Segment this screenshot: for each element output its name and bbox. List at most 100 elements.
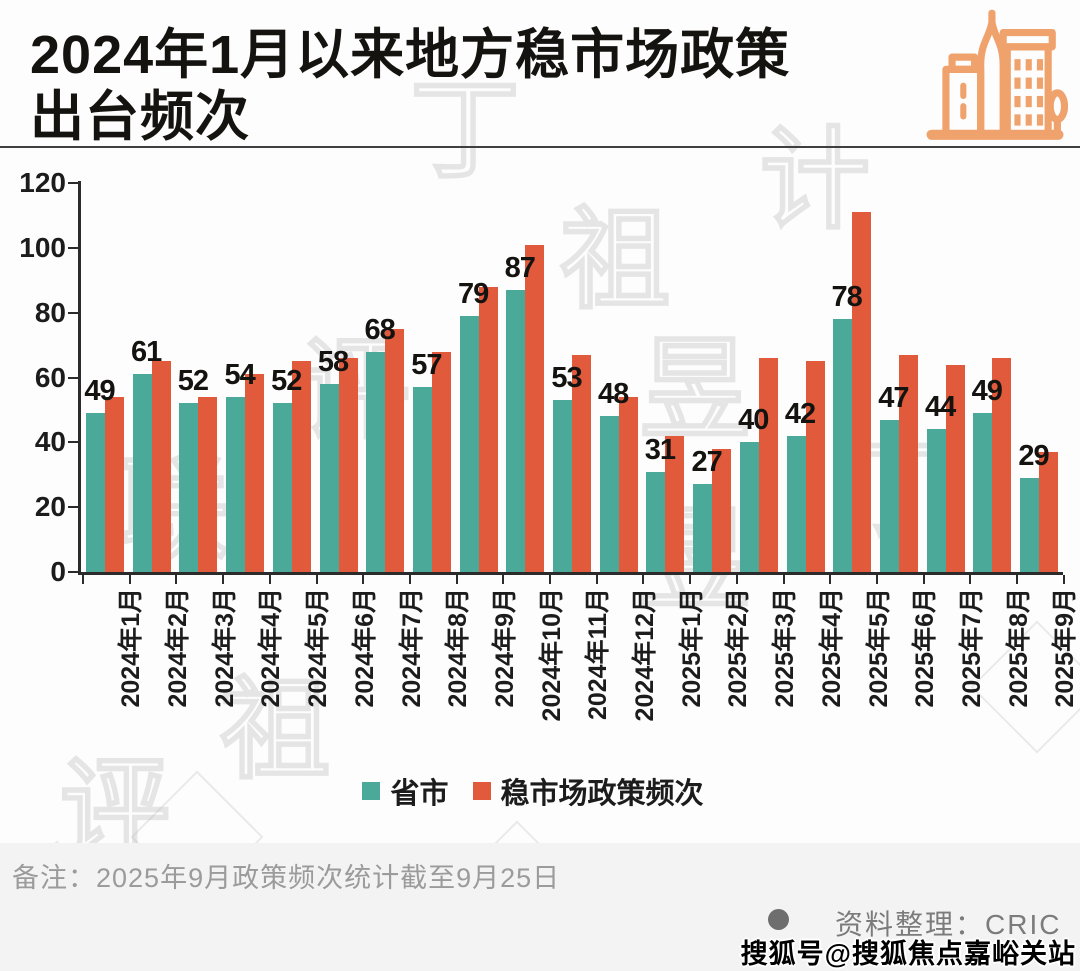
teal-bar-2025年9月	[1020, 477, 1039, 572]
x-axis-tick	[735, 575, 738, 584]
x-axis-label: 2024年12月	[631, 588, 660, 722]
value-label: 40	[738, 404, 769, 437]
x-axis-line	[78, 572, 1063, 575]
orange-bar-2024年1月	[105, 396, 124, 572]
y-axis-tick	[68, 506, 78, 509]
x-axis-label: 2024年4月	[257, 588, 286, 708]
value-label: 42	[784, 397, 816, 430]
x-axis-tick	[268, 575, 271, 584]
teal-bar-2024年10月	[506, 289, 526, 572]
footnote: 备注：2025年9月政策频次统计截至9月25日	[12, 863, 561, 893]
x-axis-label: 2025年8月	[1004, 588, 1033, 708]
x-axis-tick	[82, 575, 84, 584]
y-axis-tick	[68, 182, 78, 184]
y-axis-tick	[68, 441, 78, 444]
orange-bar-2024年8月	[431, 351, 451, 572]
x-axis-tick	[969, 575, 972, 584]
footer-band	[0, 843, 1080, 971]
legend: 省市 稳市场政策频次	[0, 770, 1080, 812]
y-axis-tick-label: 0	[50, 556, 66, 587]
x-axis-tick	[782, 575, 785, 584]
value-label: 29	[1018, 439, 1049, 472]
x-axis-tick	[1062, 575, 1065, 584]
x-axis-label: 2024年11月	[584, 588, 613, 721]
x-axis-tick	[689, 575, 692, 584]
teal-bar-2025年6月	[879, 419, 899, 572]
teal-bar-2024年5月	[272, 403, 292, 572]
value-label: 87	[504, 251, 536, 284]
legend-swatch-teal	[362, 782, 381, 800]
teal-bar-2024年11月	[553, 400, 572, 572]
x-axis-tick	[315, 575, 318, 584]
sohu-account-watermark: 搜狐号@搜狐焦点嘉峪关站	[740, 939, 1076, 969]
y-axis-tick	[68, 311, 78, 314]
value-label: 57	[411, 349, 442, 382]
y-axis-tick-label: 20	[34, 491, 66, 523]
orange-bar-2025年9月	[1039, 452, 1058, 572]
x-axis-tick	[1016, 575, 1018, 584]
teal-bar-2024年6月	[319, 383, 339, 572]
x-axis-tick	[642, 575, 645, 584]
value-label: 68	[364, 313, 396, 346]
x-axis-label: 2025年1月	[677, 588, 706, 708]
orange-bar-2024年3月	[198, 396, 218, 572]
x-axis-label: 2024年3月	[210, 588, 239, 708]
x-axis-label: 2025年7月	[957, 588, 986, 708]
x-axis-label: 2025年2月	[724, 588, 753, 708]
x-axis-tick	[829, 575, 832, 584]
watermark-glyph: 祖	[559, 198, 671, 323]
x-axis-tick	[875, 575, 878, 584]
value-label: 49	[971, 375, 1003, 408]
x-axis-tick	[175, 575, 178, 584]
x-axis-tick	[222, 575, 225, 584]
x-axis-label: 2024年8月	[444, 588, 473, 708]
x-axis-tick	[128, 575, 131, 584]
value-label: 48	[598, 378, 629, 411]
y-axis-tick-label: 120	[19, 167, 66, 198]
teal-bar-2025年4月	[786, 435, 806, 572]
orange-bar-2025年6月	[898, 354, 918, 572]
orange-bar-2024年2月	[151, 361, 171, 572]
y-axis-tick	[68, 571, 78, 573]
value-label: 47	[878, 381, 909, 414]
legend-label-provinces: 省市	[390, 778, 449, 810]
x-axis-label: 2025年4月	[817, 588, 846, 708]
orange-bar-2024年11月	[572, 354, 591, 572]
teal-bar-2024年4月	[226, 396, 246, 572]
teal-bar-2024年12月	[599, 416, 619, 572]
value-label: 31	[644, 433, 676, 466]
teal-bar-2024年3月	[179, 403, 199, 572]
orange-bar-2025年5月	[852, 212, 872, 572]
legend-label-policy-frequency: 稳市场政策频次	[500, 778, 704, 810]
page-title-line1: 2024年1月以来地方稳市场政策	[30, 25, 791, 85]
orange-bar-2025年2月	[712, 448, 732, 572]
orange-bar-2025年1月	[665, 435, 685, 572]
orange-bar-2024年6月	[338, 358, 358, 572]
x-axis-tick	[455, 575, 458, 584]
x-axis-label: 2025年9月	[1051, 588, 1080, 708]
x-axis-tick	[362, 575, 365, 584]
orange-bar-2025年3月	[758, 358, 778, 572]
value-label: 52	[271, 365, 302, 398]
teal-bar-2024年9月	[459, 315, 479, 572]
x-axis-tick	[502, 575, 505, 584]
source-bullet-icon	[768, 909, 789, 930]
orange-bar-2024年12月	[618, 396, 638, 572]
value-label: 53	[551, 362, 582, 395]
page-title-line2: 出台频次	[30, 87, 250, 147]
value-label: 79	[457, 277, 489, 310]
value-label: 27	[691, 446, 722, 479]
teal-bar-2025年2月	[693, 484, 713, 572]
x-axis-tick	[922, 575, 925, 584]
y-axis-tick-label: 60	[34, 361, 66, 393]
x-axis-label: 2024年5月	[304, 588, 333, 708]
value-label: 49	[84, 375, 115, 408]
x-axis-label: 2024年1月	[117, 588, 146, 708]
value-label: 52	[177, 365, 209, 398]
orange-bar-2025年7月	[945, 364, 965, 572]
x-axis-label: 2024年2月	[164, 588, 193, 708]
orange-bar-2024年5月	[291, 361, 311, 572]
orange-bar-2024年10月	[525, 244, 545, 572]
x-axis-tick	[549, 575, 551, 584]
